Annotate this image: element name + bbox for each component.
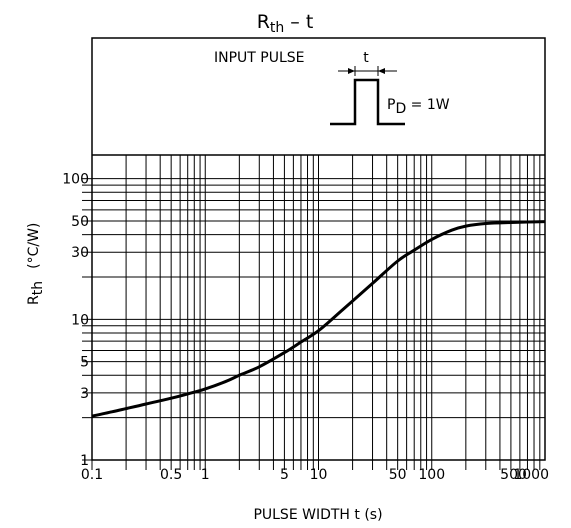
y-tick-label: 100 <box>62 172 89 188</box>
y-tick-label: 50 <box>71 214 89 230</box>
y-tick-label: 5 <box>80 355 89 371</box>
y-tick-label: 30 <box>71 245 89 261</box>
x-tick-label: 50 <box>389 467 407 483</box>
pulse-arrow-left <box>348 68 355 74</box>
x-axis-label: PULSE WIDTH t (s) <box>253 507 382 523</box>
x-tick-label: 1 <box>201 467 210 483</box>
x-tick-label: 0.5 <box>160 467 182 483</box>
inset-label: INPUT PULSE <box>214 50 305 66</box>
x-tick-label: 10 <box>310 467 328 483</box>
inset-pulse: INPUT PULSE t PD = 1W <box>214 50 450 126</box>
x-tick-label: 100 <box>418 467 445 483</box>
grid <box>82 154 545 470</box>
chart-title: Rth – t <box>257 11 314 36</box>
y-tick-label: 1 <box>80 453 89 469</box>
x-tick-label: 0.1 <box>81 467 103 483</box>
y-tick-label: 3 <box>80 386 89 402</box>
y-axis-label: Rth(°C/W) <box>26 223 46 305</box>
data-marks <box>91 220 546 418</box>
power-label: PD = 1W <box>387 97 450 117</box>
x-tick-label: 500 <box>500 467 527 483</box>
pulse-waveform <box>330 78 405 126</box>
series-line <box>91 220 546 418</box>
pulse-arrow-right <box>378 68 385 74</box>
pulse-width-label: t <box>363 50 369 66</box>
y-tick-labels: 1 3 5 10 30 50 100 <box>62 172 89 469</box>
y-tick-label: 10 <box>71 312 89 328</box>
x-tick-label: 1000 <box>513 467 549 483</box>
x-tick-label: 5 <box>280 467 289 483</box>
